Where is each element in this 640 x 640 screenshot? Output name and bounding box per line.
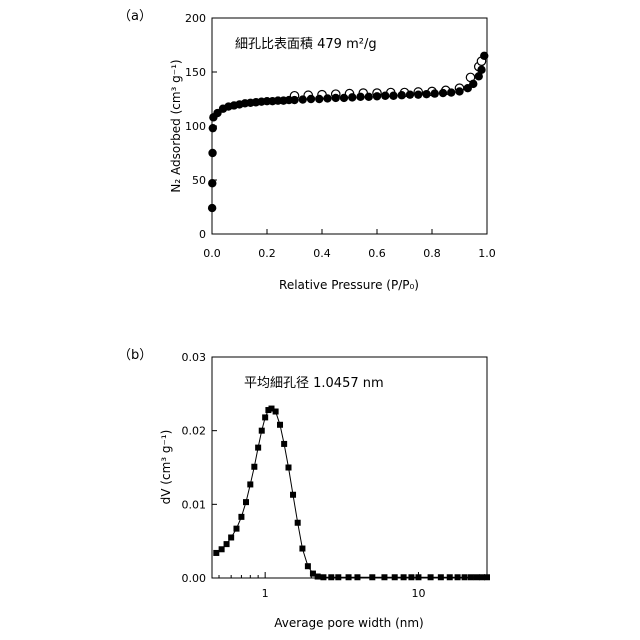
pore-distribution-point bbox=[328, 574, 334, 580]
pore-distribution-point bbox=[233, 526, 239, 532]
panel-b-label: （b） bbox=[118, 348, 152, 363]
adsorption-point bbox=[389, 92, 397, 100]
adsorption-point bbox=[431, 89, 439, 97]
plot-area-a bbox=[208, 52, 489, 213]
x-tick-label-b: 1 bbox=[262, 587, 269, 600]
plot-area-b bbox=[213, 406, 490, 581]
pore-distribution-line bbox=[216, 409, 487, 578]
x-tick-label-a: 1.0 bbox=[478, 247, 496, 260]
pore-distribution-point bbox=[401, 574, 407, 580]
y-tick-label-a: 200 bbox=[185, 12, 206, 25]
y-tick-label-a: 0 bbox=[199, 228, 206, 241]
y-tick-label-b: 0.00 bbox=[182, 572, 207, 585]
pore-distribution-point bbox=[468, 574, 474, 580]
pore-distribution-point bbox=[259, 428, 265, 434]
x-tick-label-b: 10 bbox=[411, 587, 425, 600]
adsorption-point bbox=[398, 91, 406, 99]
panel-b-pore-distribution: （b） 0.00 0.01 0.02 0.03 1 10 平均細孔径 1.0457 nm… bbox=[118, 348, 490, 630]
adsorption-point bbox=[340, 94, 348, 102]
adsorption-point bbox=[414, 90, 422, 98]
adsorption-point bbox=[356, 93, 364, 101]
pore-distribution-point bbox=[251, 464, 257, 470]
adsorption-point bbox=[365, 93, 373, 101]
pore-distribution-point bbox=[346, 574, 352, 580]
adsorption-point bbox=[299, 95, 307, 103]
pore-distribution-point bbox=[219, 546, 225, 552]
pore-distribution-point bbox=[381, 574, 387, 580]
annotation-surface-area: 細孔比表面積 479 m²/g bbox=[235, 37, 377, 52]
annotation-mean-pore: 平均細孔径 1.0457 nm bbox=[244, 376, 384, 391]
pore-distribution-point bbox=[290, 492, 296, 498]
x-tick-label-a: 0.4 bbox=[313, 247, 331, 260]
adsorption-point bbox=[477, 66, 485, 74]
y-tick-label-b: 0.03 bbox=[182, 351, 207, 364]
pore-distribution-point bbox=[315, 574, 321, 580]
y-tick-label-a: 150 bbox=[185, 66, 206, 79]
pore-distribution-point bbox=[392, 574, 398, 580]
pore-distribution-point bbox=[277, 422, 283, 428]
pore-distribution-point bbox=[455, 574, 461, 580]
x-axis-label-b: Average pore width (nm) bbox=[274, 616, 423, 630]
adsorption-point bbox=[208, 204, 216, 212]
pore-distribution-point bbox=[213, 550, 219, 556]
panel-a-label: （a） bbox=[118, 9, 152, 24]
x-tick-label-a: 0.0 bbox=[203, 247, 221, 260]
x-tick-label-a: 0.6 bbox=[368, 247, 386, 260]
pore-distribution-point bbox=[238, 514, 244, 520]
adsorption-point bbox=[208, 149, 216, 157]
adsorption-point bbox=[290, 96, 298, 104]
pore-distribution-point bbox=[305, 563, 311, 569]
pore-distribution-point bbox=[474, 574, 480, 580]
adsorption-point bbox=[208, 179, 216, 187]
pore-distribution-point bbox=[243, 499, 249, 505]
pore-distribution-point bbox=[415, 574, 421, 580]
pore-distribution-point bbox=[286, 465, 292, 471]
x-tick-label-a: 0.8 bbox=[423, 247, 441, 260]
y-axis-label-a: N₂ Adsorbed (cm³ g⁻¹) bbox=[169, 59, 183, 192]
adsorption-point bbox=[323, 94, 331, 102]
pore-distribution-point bbox=[428, 574, 434, 580]
pore-distribution-point bbox=[299, 546, 305, 552]
pore-distribution-point bbox=[228, 534, 234, 540]
y-axis-label-b: dV (cm³ g⁻¹) bbox=[159, 430, 173, 505]
pore-distribution-point bbox=[438, 574, 444, 580]
pore-distribution-point bbox=[273, 409, 279, 415]
adsorption-point bbox=[307, 95, 315, 103]
adsorption-point bbox=[348, 93, 356, 101]
adsorption-point bbox=[439, 89, 447, 97]
y-tick-label-a: 100 bbox=[185, 120, 206, 133]
pore-distribution-point bbox=[447, 574, 453, 580]
pore-distribution-point bbox=[224, 541, 230, 547]
adsorption-point bbox=[209, 124, 217, 132]
adsorption-point bbox=[469, 80, 477, 88]
figure: （a） 0 50 100 150 200 0.0 0.2 0.4 0.6 0.8 1.0 細孔比表… bbox=[0, 0, 640, 640]
pore-distribution-point bbox=[408, 574, 414, 580]
pore-distribution-point bbox=[255, 445, 261, 451]
pore-distribution-point bbox=[320, 574, 326, 580]
pore-distribution-point bbox=[369, 574, 375, 580]
adsorption-point bbox=[315, 95, 323, 103]
adsorption-point bbox=[480, 52, 488, 60]
x-tick-label-a: 0.2 bbox=[258, 247, 276, 260]
adsorption-point bbox=[422, 90, 430, 98]
y-tick-label-a: 50 bbox=[192, 174, 206, 187]
adsorption-point bbox=[406, 90, 414, 98]
adsorption-point bbox=[447, 88, 455, 96]
pore-distribution-point bbox=[354, 574, 360, 580]
adsorption-point bbox=[373, 92, 381, 100]
adsorption-point bbox=[332, 94, 340, 102]
y-tick-label-b: 0.02 bbox=[182, 425, 207, 438]
pore-distribution-point bbox=[462, 574, 468, 580]
pore-distribution-point bbox=[335, 574, 341, 580]
panel-a-isotherm: （a） 0 50 100 150 200 0.0 0.2 0.4 0.6 0.8 1.0 細孔比表… bbox=[118, 9, 496, 292]
adsorption-point bbox=[381, 92, 389, 100]
x-axis-label-a: Relative Pressure (P/P₀) bbox=[279, 278, 419, 292]
pore-distribution-point bbox=[484, 574, 490, 580]
pore-distribution-point bbox=[281, 441, 287, 447]
pore-distribution-point bbox=[295, 520, 301, 526]
adsorption-point bbox=[455, 87, 463, 95]
y-tick-label-b: 0.01 bbox=[182, 498, 207, 511]
pore-distribution-point bbox=[262, 414, 268, 420]
pore-distribution-point bbox=[247, 481, 253, 487]
